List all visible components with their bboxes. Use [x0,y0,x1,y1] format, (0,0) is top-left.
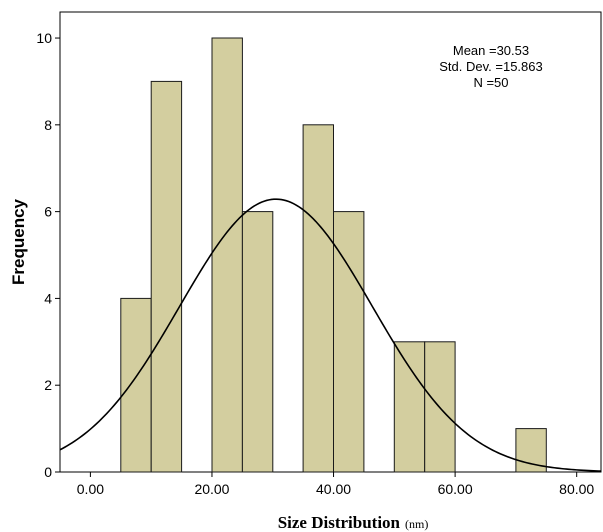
x-tick-label: 40.00 [316,481,351,497]
y-tick-label: 6 [44,204,52,220]
histogram-bar [302,124,335,473]
y-tick-label: 2 [44,377,52,393]
histogram-bar [120,297,152,473]
histogram-bar [393,341,426,473]
x-axis-ticks: 0.00 20.00 40.00 60.00 80.00 [77,472,594,497]
histogram-bar [515,428,547,473]
x-tick-label: 60.00 [438,481,473,497]
y-axis-ticks: 0 2 4 6 8 10 [36,30,60,480]
histogram-bar [211,37,243,473]
stats-n: N =50 [473,75,508,90]
histogram-bar [150,80,183,473]
histogram-bar [333,211,365,473]
normal-curve [59,198,602,472]
y-tick-label: 8 [44,117,52,133]
stats-box: Mean =30.53 Std. Dev. =15.863 N =50 [434,32,548,120]
y-axis-label: Frequency [9,198,28,285]
histogram-bar [241,211,274,473]
x-axis-unit: (nm) [405,517,428,531]
y-tick-label: 4 [44,290,52,306]
stats-std-dev: Std. Dev. =15.863 [439,59,542,74]
y-tick-label: 0 [44,464,52,480]
x-axis-label: Size Distribution [278,513,401,532]
stats-mean: Mean =30.53 [453,43,529,58]
x-tick-label: 20.00 [194,481,229,497]
x-tick-label: 80.00 [559,481,594,497]
stats-box-frame [434,32,548,120]
x-tick-label: 0.00 [77,481,104,497]
bars-group [120,37,547,473]
y-tick-label: 10 [36,30,52,46]
